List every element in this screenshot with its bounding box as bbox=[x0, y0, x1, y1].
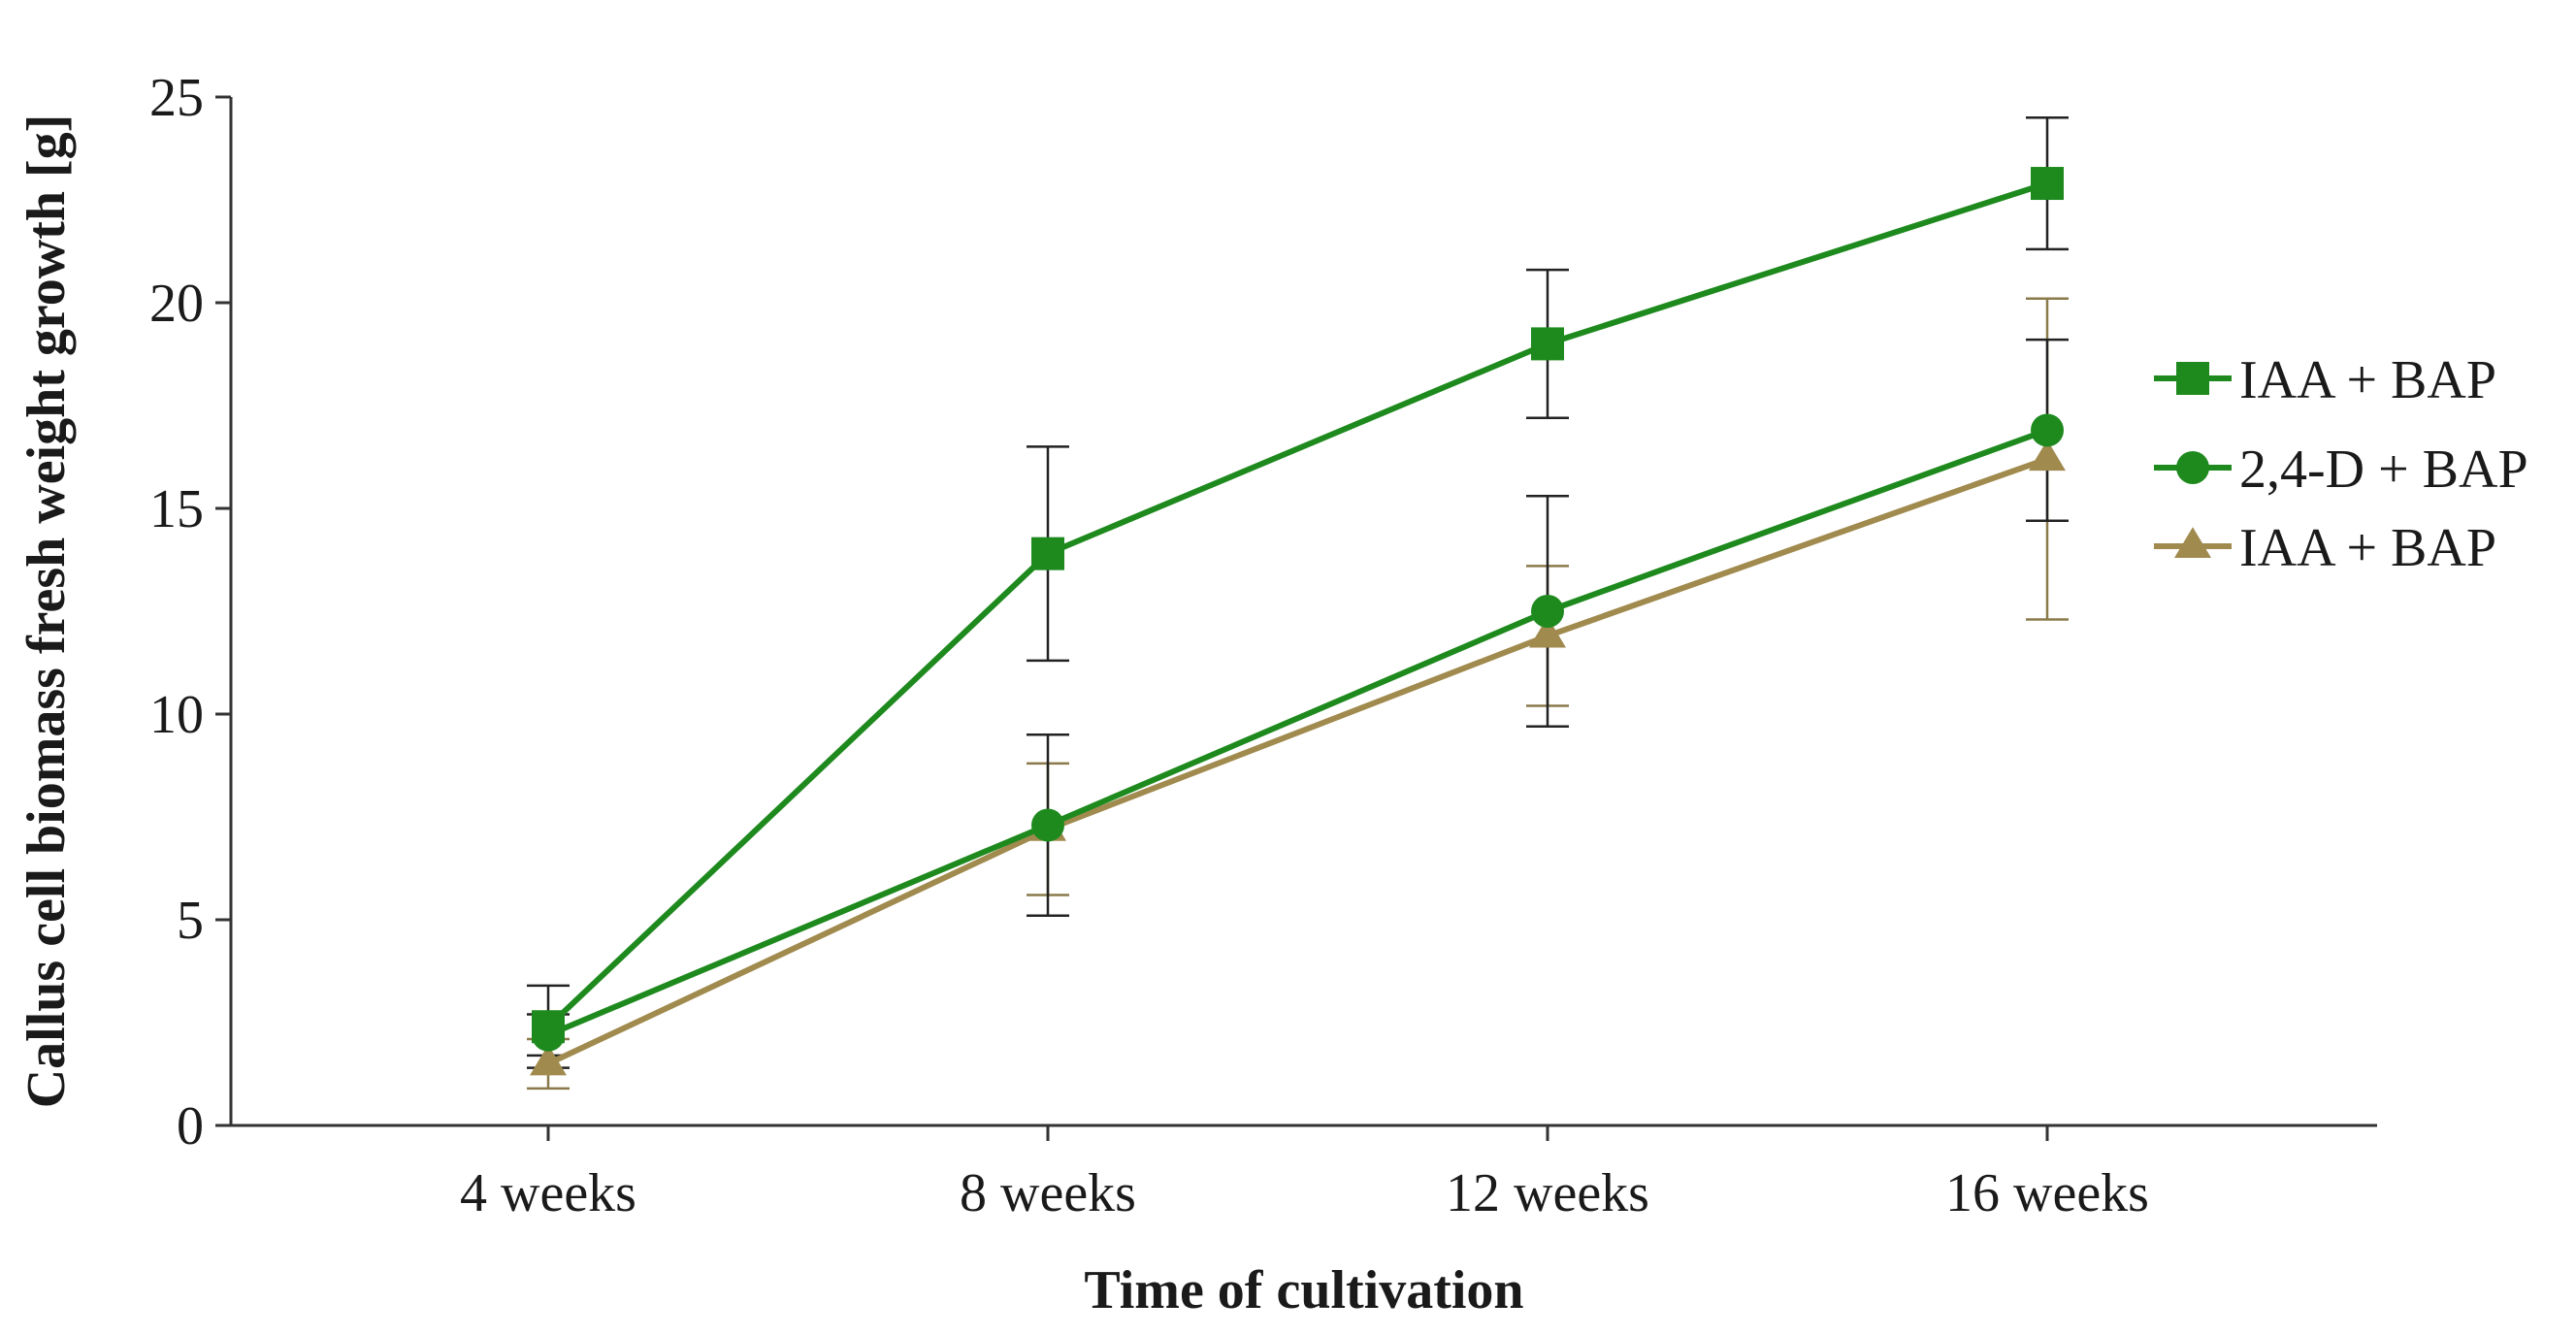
x-axis-title: Time of cultivation bbox=[1084, 1260, 1523, 1320]
data-point bbox=[2031, 167, 2064, 201]
series-lines bbox=[545, 180, 2049, 1067]
legend-marker bbox=[2174, 527, 2211, 558]
data-point bbox=[1529, 616, 1566, 648]
data-point bbox=[2029, 440, 2066, 472]
legend-marker bbox=[2176, 362, 2209, 395]
legend-label: IAA + BAP bbox=[2239, 350, 2496, 410]
x-ticks: 4 weeks 8 weeks 12 weeks 16 weeks bbox=[460, 1125, 2149, 1223]
data-point bbox=[532, 1010, 565, 1044]
series-line bbox=[546, 456, 2049, 1067]
data-point bbox=[2031, 413, 2064, 447]
y-tick-label: 5 bbox=[177, 891, 204, 951]
data-point bbox=[1031, 537, 1064, 570]
x-tick-label: 8 weeks bbox=[960, 1163, 1136, 1223]
series-line bbox=[546, 427, 2049, 1038]
data-point bbox=[530, 1044, 567, 1076]
y-tick-label: 25 bbox=[149, 68, 204, 128]
x-tick-label: 12 weeks bbox=[1446, 1163, 1649, 1223]
legend: IAA + BAP 2,4-D + BAP IAA + BAP bbox=[2154, 350, 2528, 578]
y-ticks: 0 5 10 15 20 25 bbox=[149, 68, 231, 1156]
data-point bbox=[1531, 595, 1564, 628]
legend-marker bbox=[2176, 451, 2209, 484]
series-line bbox=[545, 180, 2048, 1029]
axes bbox=[229, 97, 2377, 1127]
legend-label: 2,4-D + BAP bbox=[2239, 440, 2528, 500]
y-tick-label: 0 bbox=[177, 1096, 204, 1156]
error-bars bbox=[527, 115, 2069, 1091]
y-tick-label: 20 bbox=[149, 274, 204, 334]
series-markers bbox=[530, 167, 2066, 1076]
x-tick-label: 4 weeks bbox=[460, 1163, 636, 1223]
y-axis-title: Callus cell biomass fresh weight growth … bbox=[16, 114, 77, 1109]
y-tick-label: 10 bbox=[149, 685, 204, 745]
legend-label: IAA + BAP bbox=[2239, 518, 2496, 578]
data-point bbox=[1531, 327, 1564, 361]
x-tick-label: 16 weeks bbox=[1945, 1163, 2149, 1223]
data-point bbox=[1031, 808, 1064, 842]
y-tick-label: 15 bbox=[149, 479, 204, 539]
